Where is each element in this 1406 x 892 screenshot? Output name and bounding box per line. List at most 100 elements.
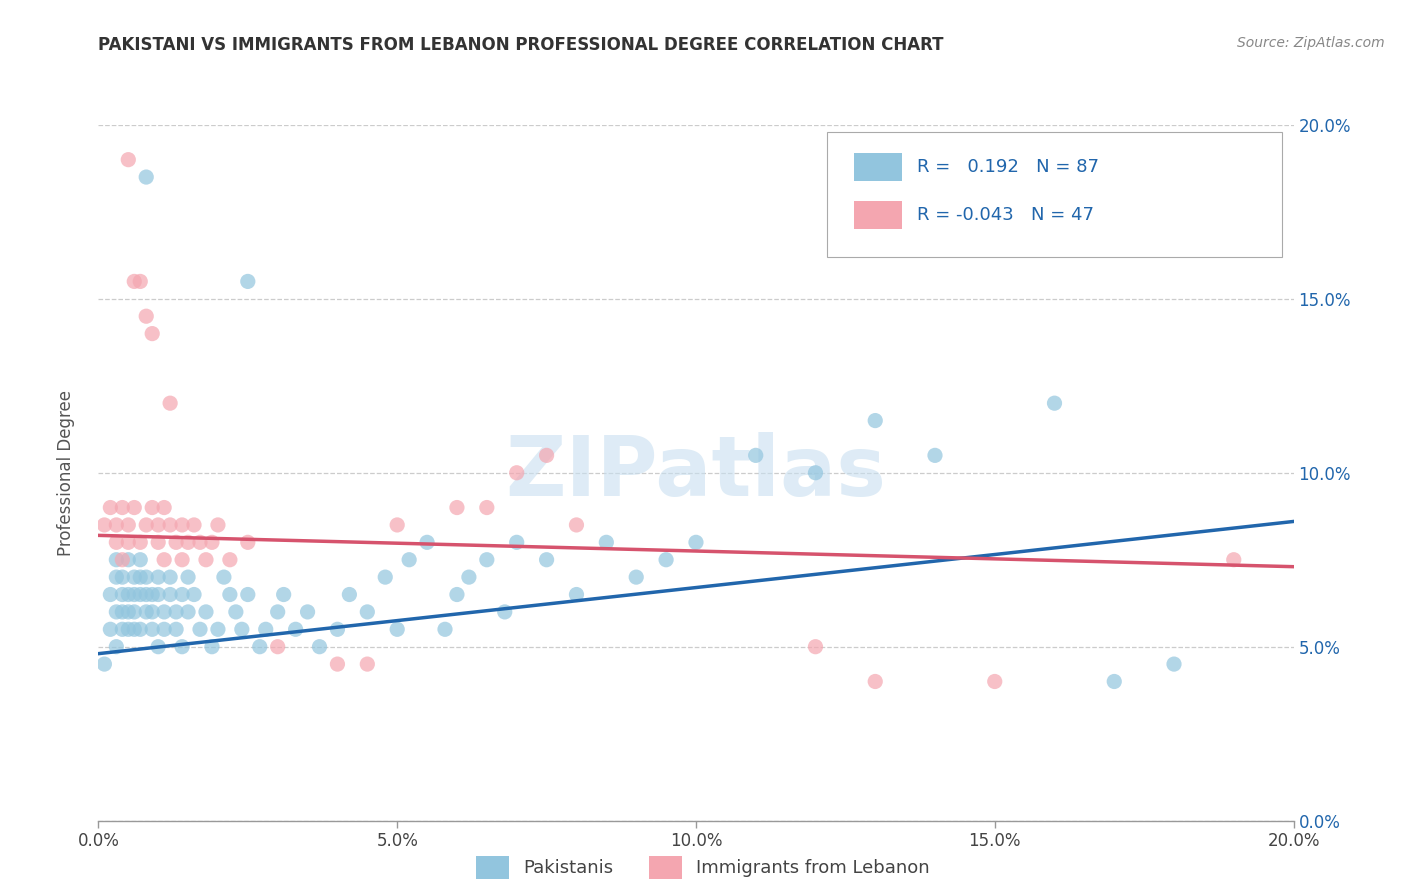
Point <box>804 640 827 654</box>
Point <box>326 657 349 671</box>
Point <box>111 623 134 637</box>
Point <box>446 500 468 515</box>
Point <box>201 535 224 549</box>
Point <box>536 552 558 567</box>
Text: R = -0.043   N = 47: R = -0.043 N = 47 <box>917 206 1094 224</box>
Point <box>135 587 157 601</box>
Point <box>506 466 529 480</box>
Point <box>183 517 205 532</box>
Point <box>124 587 146 601</box>
Point <box>195 605 218 619</box>
Point <box>111 587 134 601</box>
Point <box>117 605 139 619</box>
Point <box>111 552 134 567</box>
Point <box>141 587 163 601</box>
Point <box>1163 657 1185 671</box>
Point <box>111 570 134 584</box>
Point <box>172 552 194 567</box>
Point <box>249 640 271 654</box>
Point <box>804 466 827 480</box>
Point <box>212 570 235 584</box>
Point <box>1104 674 1126 689</box>
Point <box>141 326 163 341</box>
Legend: Pakistanis, Immigrants from Lebanon: Pakistanis, Immigrants from Lebanon <box>477 856 929 879</box>
Point <box>494 605 516 619</box>
Point <box>374 570 396 584</box>
Point <box>105 552 128 567</box>
Point <box>141 623 163 637</box>
Point <box>153 552 176 567</box>
Point <box>1043 396 1066 410</box>
Point <box>475 500 498 515</box>
Point <box>1223 552 1246 567</box>
Point <box>284 623 307 637</box>
Point <box>93 517 115 532</box>
Point <box>207 623 229 637</box>
Point <box>124 570 146 584</box>
Point <box>117 623 139 637</box>
Point <box>565 587 588 601</box>
Point <box>201 640 224 654</box>
Point <box>159 570 181 584</box>
Point <box>385 517 409 532</box>
Point <box>195 552 218 567</box>
Point <box>105 517 128 532</box>
Point <box>124 605 146 619</box>
Point <box>475 552 498 567</box>
Point <box>159 396 181 410</box>
Point <box>141 500 163 515</box>
Point <box>111 500 134 515</box>
Y-axis label: Professional Degree: Professional Degree <box>56 390 75 556</box>
Point <box>135 169 157 185</box>
Point <box>135 517 157 532</box>
Point <box>225 605 247 619</box>
Point <box>165 623 187 637</box>
Point <box>536 448 558 462</box>
Point <box>148 587 170 601</box>
Point <box>117 587 139 601</box>
FancyBboxPatch shape <box>827 132 1282 257</box>
Point <box>655 552 678 567</box>
Point <box>231 623 253 637</box>
Point <box>416 535 439 549</box>
Point <box>626 570 648 584</box>
Point <box>105 605 128 619</box>
Text: Source: ZipAtlas.com: Source: ZipAtlas.com <box>1237 36 1385 50</box>
Point <box>254 623 277 637</box>
Point <box>458 570 481 584</box>
Point <box>236 535 259 549</box>
Point <box>506 535 529 549</box>
Point <box>188 535 211 549</box>
Point <box>219 587 242 601</box>
Point <box>434 623 457 637</box>
Point <box>446 587 468 601</box>
Point <box>165 605 187 619</box>
Point <box>93 657 115 671</box>
Point <box>385 623 409 637</box>
Point <box>159 517 181 532</box>
Point <box>124 623 146 637</box>
Point <box>105 640 128 654</box>
Point <box>100 587 122 601</box>
Point <box>129 623 152 637</box>
Point <box>135 570 157 584</box>
Point <box>148 570 170 584</box>
Point <box>100 623 122 637</box>
Text: PAKISTANI VS IMMIGRANTS FROM LEBANON PROFESSIONAL DEGREE CORRELATION CHART: PAKISTANI VS IMMIGRANTS FROM LEBANON PRO… <box>98 36 943 54</box>
Point <box>153 500 176 515</box>
Point <box>177 535 200 549</box>
Point <box>117 552 139 567</box>
Point <box>865 674 887 689</box>
Point <box>124 500 146 515</box>
Point <box>236 587 259 601</box>
Point <box>308 640 330 654</box>
Point <box>339 587 360 601</box>
Point <box>267 640 290 654</box>
Point <box>153 605 176 619</box>
Point <box>924 448 946 462</box>
Point <box>356 605 378 619</box>
Point <box>129 587 152 601</box>
Point <box>188 623 211 637</box>
Point <box>141 605 163 619</box>
Point <box>183 587 205 601</box>
